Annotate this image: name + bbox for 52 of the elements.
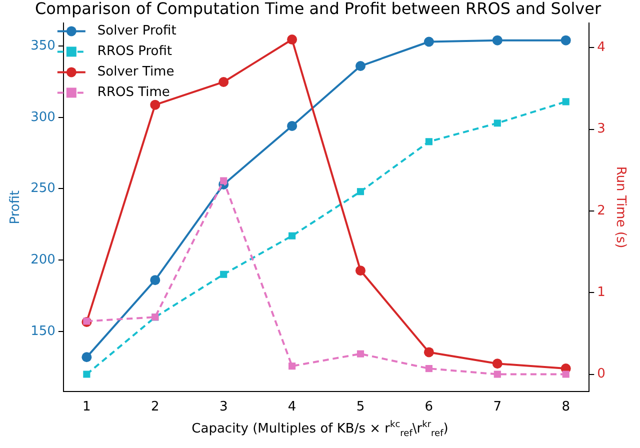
x-tick-label: 2 — [151, 400, 160, 415]
y-tick-label: 250 — [30, 181, 56, 196]
y2-tick-label: 1 — [597, 284, 606, 300]
y-tick-label: 350 — [30, 38, 56, 54]
point — [82, 352, 92, 362]
x-tick-label: 8 — [562, 400, 570, 415]
point — [424, 347, 434, 358]
point — [425, 138, 432, 146]
x-tick-label: 5 — [356, 400, 365, 415]
legend-label: RROS Profit — [97, 44, 172, 60]
point — [150, 100, 160, 110]
point — [494, 120, 501, 127]
point — [356, 350, 364, 358]
point — [287, 120, 298, 131]
point — [220, 270, 228, 278]
point — [150, 275, 160, 286]
x-tick-label: 6 — [424, 400, 434, 415]
point — [562, 98, 570, 106]
point — [424, 36, 434, 47]
point — [83, 370, 90, 378]
point — [288, 232, 296, 240]
point — [218, 76, 229, 87]
y2-tick-label: 4 — [597, 40, 606, 56]
x-axis-title: Capacity (Multiples of KB/s × r$^{kc}$$_{ref}$\r$^{kr}$$_{ref}$) — [190, 420, 450, 439]
point — [492, 358, 502, 369]
x-tick-label: 4 — [288, 400, 296, 415]
y2-tick-label: 2 — [597, 203, 606, 218]
point — [562, 370, 570, 378]
legend-label: Solver Profit — [97, 24, 176, 39]
point — [220, 177, 228, 184]
y-tick-label: 200 — [30, 252, 56, 268]
point — [287, 34, 298, 45]
point — [356, 61, 366, 72]
point — [494, 370, 501, 378]
y2-axis-title: Run Time (s) — [612, 166, 628, 248]
x-tick-label: 3 — [219, 400, 228, 415]
point — [560, 35, 571, 46]
y2-tick-label: 0 — [597, 366, 606, 382]
point — [425, 365, 432, 372]
y-axis-title: Profit — [8, 190, 24, 224]
point — [356, 188, 364, 196]
y-tick-label: 150 — [30, 324, 56, 339]
point — [288, 362, 296, 370]
legend-label: Solver Time — [97, 64, 174, 80]
legend-label: RROS Time — [97, 85, 170, 100]
y-tick-label: 300 — [30, 110, 56, 125]
y2-tick-label: 3 — [597, 122, 606, 137]
point — [356, 266, 366, 276]
x-tick-label: 1 — [82, 400, 91, 415]
point — [492, 35, 502, 46]
x-tick-label: 7 — [493, 400, 502, 415]
chart-title: Comparison of Computation Time and Profit between RROS and Solver — [34, 0, 602, 18]
